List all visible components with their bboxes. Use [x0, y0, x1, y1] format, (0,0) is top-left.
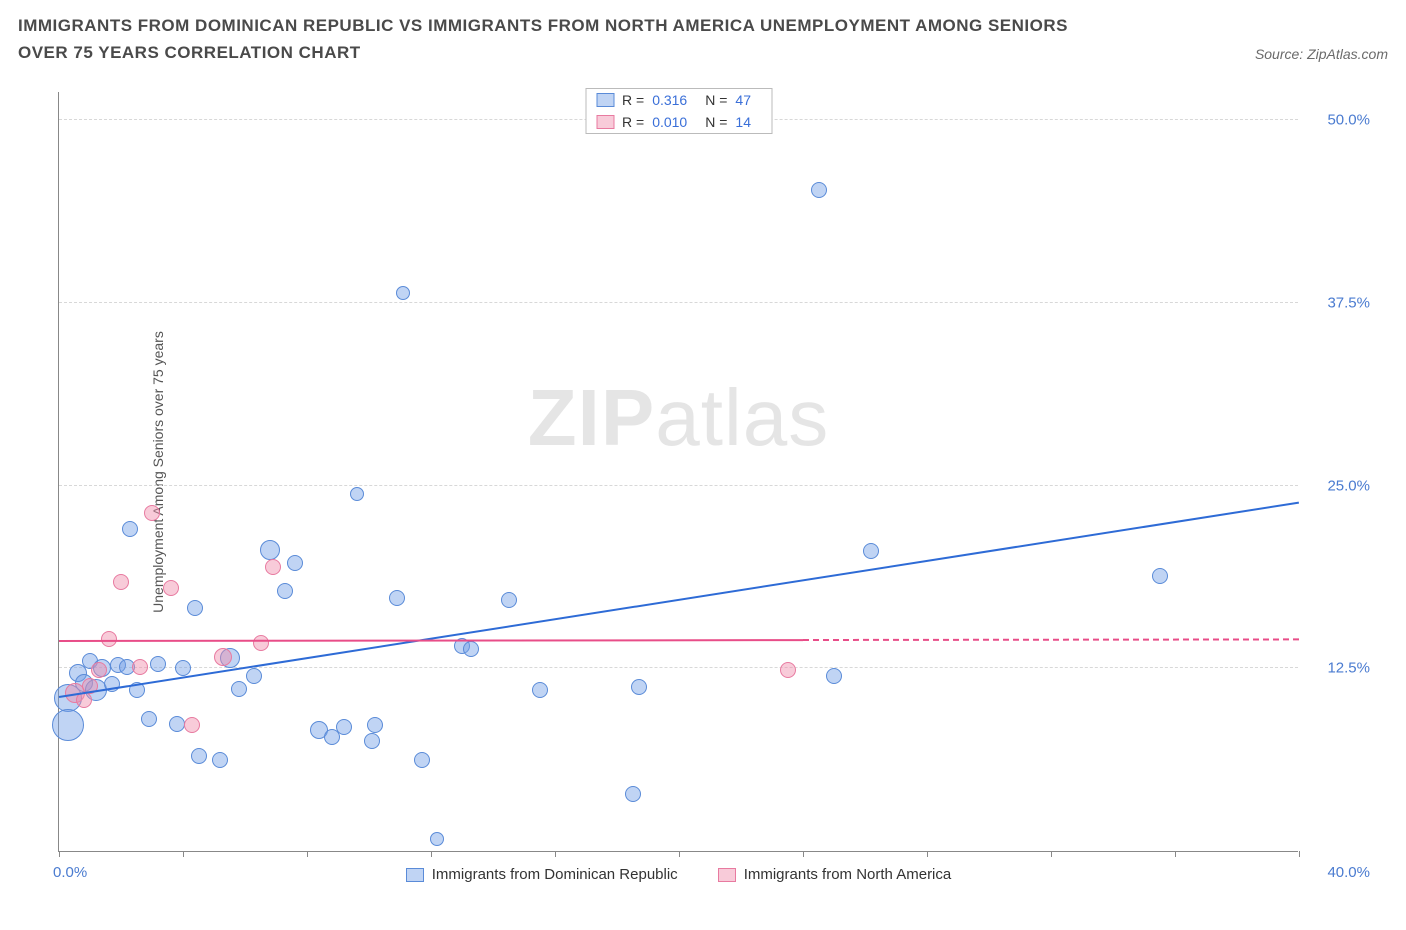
- data-point: [214, 648, 232, 666]
- y-tick-label: 37.5%: [1327, 294, 1370, 311]
- trend-line-dashed: [803, 639, 1299, 642]
- data-point: [169, 716, 185, 732]
- x-tick: [927, 851, 928, 857]
- data-point: [132, 659, 148, 675]
- y-axis-label: Unemployment Among Seniors over 75 years: [150, 331, 166, 613]
- data-point: [463, 641, 479, 657]
- data-point: [396, 286, 410, 300]
- legend-swatch: [596, 93, 614, 107]
- data-point: [122, 521, 138, 537]
- x-tick: [1175, 851, 1176, 857]
- data-point: [389, 590, 405, 606]
- legend-swatch: [406, 868, 424, 882]
- data-point: [91, 662, 107, 678]
- data-point: [260, 540, 280, 560]
- legend-series-item: Immigrants from Dominican Republic: [406, 866, 678, 883]
- data-point: [163, 580, 179, 596]
- data-point: [184, 717, 200, 733]
- chart-header: IMMIGRANTS FROM DOMINICAN REPUBLIC VS IM…: [0, 0, 1406, 74]
- series-legend: Immigrants from Dominican Republic Immigr…: [59, 866, 1298, 883]
- legend-stat-row: R =0.010N =14: [586, 111, 771, 133]
- legend-swatch: [718, 868, 736, 882]
- data-point: [501, 592, 517, 608]
- data-point: [826, 668, 842, 684]
- source-label: Source: ZipAtlas.com: [1255, 46, 1388, 66]
- data-point: [246, 668, 262, 684]
- gridline: [59, 302, 1298, 303]
- data-point: [1152, 568, 1168, 584]
- data-point: [863, 543, 879, 559]
- legend-swatch: [596, 115, 614, 129]
- data-point: [150, 656, 166, 672]
- y-tick-label: 25.0%: [1327, 477, 1370, 494]
- data-point: [141, 711, 157, 727]
- x-tick: [59, 851, 60, 857]
- data-point: [336, 719, 352, 735]
- data-point: [430, 832, 444, 846]
- data-point: [212, 752, 228, 768]
- x-tick: [679, 851, 680, 857]
- data-point: [780, 662, 796, 678]
- x-tick: [183, 851, 184, 857]
- data-point: [253, 635, 269, 651]
- x-axis-end-label: 40.0%: [1327, 864, 1370, 881]
- x-tick: [1299, 851, 1300, 857]
- legend-series-item: Immigrants from North America: [718, 866, 952, 883]
- data-point: [364, 733, 380, 749]
- x-tick: [803, 851, 804, 857]
- data-point: [414, 752, 430, 768]
- correlation-legend: R =0.316N =47R =0.010N =14: [585, 88, 772, 134]
- watermark: ZIPatlas: [528, 372, 829, 464]
- x-tick: [431, 851, 432, 857]
- data-point: [265, 559, 281, 575]
- chart-title: IMMIGRANTS FROM DOMINICAN REPUBLIC VS IM…: [18, 12, 1118, 66]
- data-point: [113, 574, 129, 590]
- x-tick: [555, 851, 556, 857]
- data-point: [175, 660, 191, 676]
- data-point: [187, 600, 203, 616]
- trend-line: [59, 639, 803, 642]
- plot-region: ZIPatlas Unemployment Among Seniors over…: [58, 92, 1298, 852]
- data-point: [277, 583, 293, 599]
- legend-series-label: Immigrants from North America: [744, 866, 952, 883]
- chart-area: ZIPatlas Unemployment Among Seniors over…: [58, 92, 1388, 882]
- data-point: [532, 682, 548, 698]
- data-point: [367, 717, 383, 733]
- x-axis-start-label: 0.0%: [53, 864, 87, 881]
- y-tick-label: 50.0%: [1327, 112, 1370, 129]
- data-point: [625, 786, 641, 802]
- data-point: [144, 505, 160, 521]
- gridline: [59, 485, 1298, 486]
- data-point: [350, 487, 364, 501]
- data-point: [287, 555, 303, 571]
- y-tick-label: 12.5%: [1327, 660, 1370, 677]
- x-tick: [1051, 851, 1052, 857]
- x-tick: [307, 851, 308, 857]
- legend-series-label: Immigrants from Dominican Republic: [432, 866, 678, 883]
- data-point: [811, 182, 827, 198]
- data-point: [52, 709, 84, 741]
- data-point: [231, 681, 247, 697]
- data-point: [191, 748, 207, 764]
- legend-stat-row: R =0.316N =47: [586, 89, 771, 111]
- data-point: [631, 679, 647, 695]
